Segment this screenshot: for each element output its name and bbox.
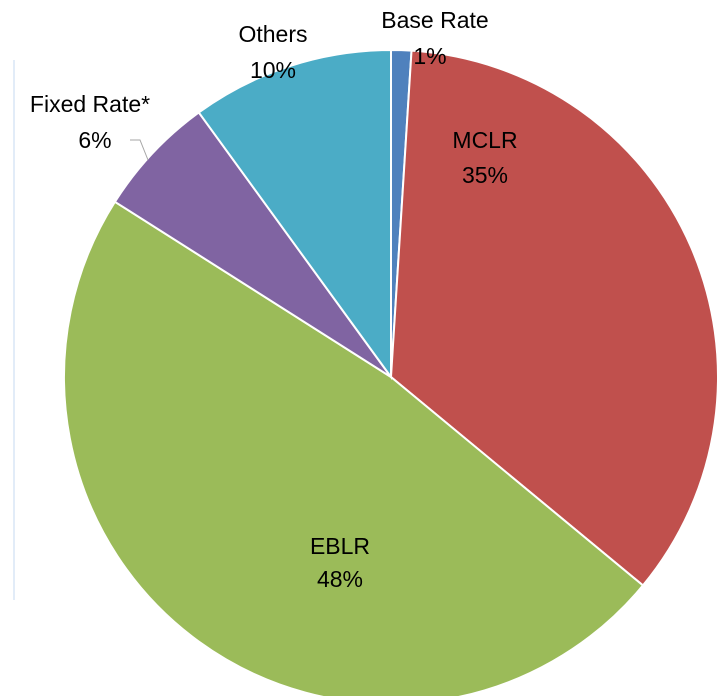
slice-label: Others [238, 21, 307, 47]
slice-label: Base Rate [381, 7, 488, 33]
slice-label: EBLR [310, 533, 370, 559]
slice [197, 48, 392, 381]
slice-value-label: 48% [317, 566, 363, 592]
slice [63, 200, 645, 696]
slice-value-label: 35% [462, 162, 508, 188]
slice-value-label: 1% [413, 43, 446, 69]
slice [389, 49, 719, 587]
slice-label: MCLR [452, 127, 517, 153]
slice [113, 111, 392, 378]
slice-value-label: 6% [78, 127, 111, 153]
slice-label: Fixed Rate* [30, 91, 150, 117]
slice-value-label: 10% [250, 57, 296, 83]
leader-line [130, 139, 149, 161]
slices [63, 48, 719, 696]
